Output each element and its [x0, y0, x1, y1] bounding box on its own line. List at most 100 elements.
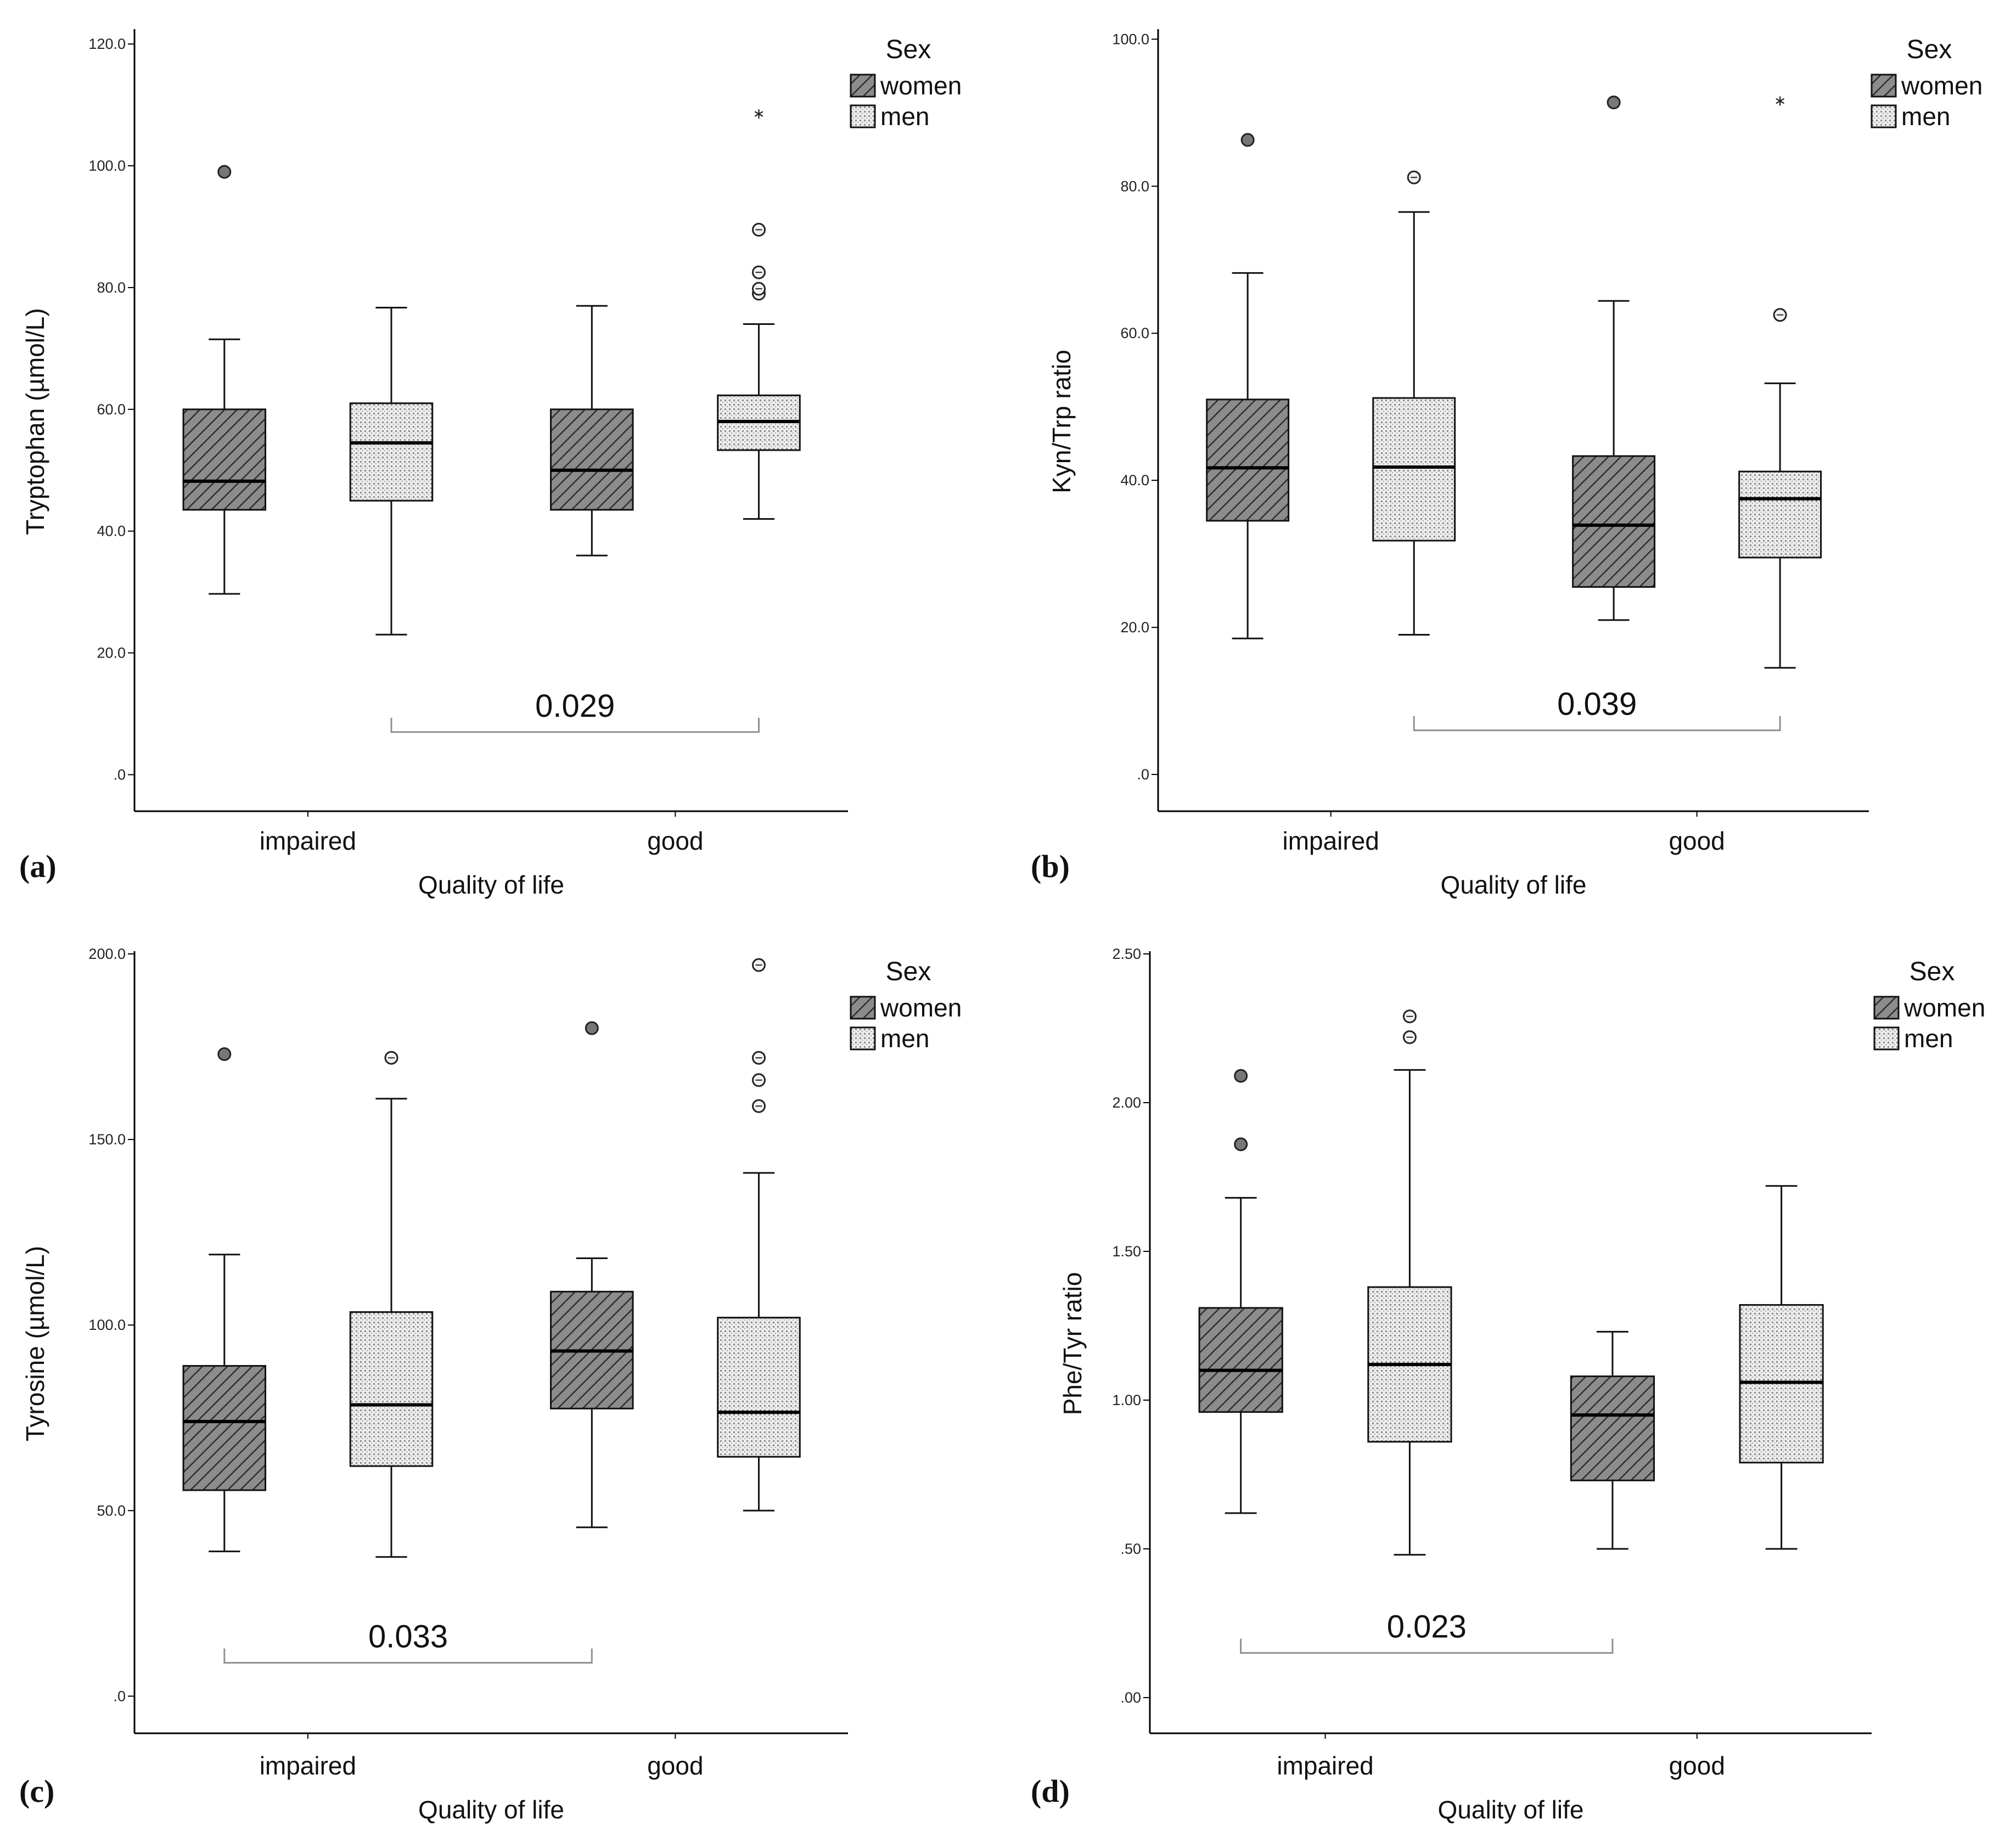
box-men-impaired [1367, 1009, 1452, 1556]
y-tick-label: 60.0 [97, 401, 126, 418]
y-tick-label: 2.50 [1112, 946, 1141, 962]
box-men-good: ∗ [1738, 93, 1822, 669]
legend-label-men: men [880, 1024, 929, 1053]
y-tick-label: 20.0 [97, 645, 126, 661]
legend-title: Sex [886, 35, 931, 64]
iqr-box [349, 1311, 434, 1467]
legend-title: Sex [1907, 35, 1952, 64]
iqr-box [550, 408, 634, 511]
legend-label-men: men [880, 102, 929, 131]
box-men-impaired [349, 1051, 434, 1558]
x-tick-label-good: good [647, 827, 703, 855]
x-tick-label-impaired: impaired [260, 1751, 356, 1780]
outlier-point [585, 1021, 599, 1035]
y-tick-label: 1.00 [1112, 1392, 1141, 1408]
box-women-good [1572, 96, 1656, 621]
iqr-box [1570, 1375, 1655, 1481]
p-value-label: 0.023 [1387, 1609, 1467, 1645]
legend-label-men: men [1904, 1024, 1953, 1053]
box-women-impaired [1206, 133, 1290, 639]
box-women-good [550, 305, 634, 557]
legend-label-women: women [880, 993, 962, 1022]
x-axis-title: Quality of life [1438, 1795, 1584, 1824]
iqr-box [182, 408, 267, 511]
iqr-box [1198, 1307, 1283, 1413]
y-tick-label: 60.0 [1120, 325, 1149, 341]
outlier-point [217, 165, 232, 179]
y-tick-label: .0 [113, 1688, 126, 1704]
y-axis-title: Tyrosine (µmol/L) [21, 1246, 49, 1441]
y-tick-label: 40.0 [1120, 472, 1149, 488]
y-tick-label: 150.0 [88, 1131, 126, 1148]
p-value-label: 0.033 [368, 1619, 448, 1655]
box-women-good [1570, 1330, 1655, 1550]
x-axis-title: Quality of life [1441, 870, 1587, 899]
x-tick-label-good: good [1669, 1751, 1725, 1780]
legend-swatch-women [850, 996, 876, 1020]
chart-panel-4: .00 .50 1.00 1.50 2.00 2.50 impaired good Qualit… [1031, 946, 1985, 1824]
y-axis-title: Tryptophan (µmol/L) [21, 308, 49, 535]
legend-swatch-men [1871, 104, 1897, 128]
p-value-label: 0.039 [1557, 687, 1637, 722]
significance-bracket [223, 1648, 593, 1664]
box-men-impaired [1372, 170, 1456, 636]
y-tick-label: .0 [113, 766, 126, 783]
chart-panel-2: .0 20.0 40.0 60.0 80.0 100.0 impaired good Quali… [1031, 29, 1982, 899]
panel-label: (d) [1031, 1773, 1070, 1809]
panel-label: (a) [19, 849, 57, 884]
extreme-point: ∗ [1774, 93, 1787, 109]
legend-title: Sex [1909, 957, 1955, 986]
iqr-box [1572, 455, 1656, 588]
box-women-impaired [1198, 1069, 1283, 1514]
x-tick-label-impaired: impaired [260, 827, 356, 855]
y-tick-label: .00 [1120, 1689, 1141, 1706]
panel-label: (c) [19, 1773, 54, 1809]
p-value-label: 0.029 [535, 688, 615, 724]
extreme-point: ∗ [752, 105, 765, 122]
y-tick-label: 2.00 [1112, 1094, 1141, 1111]
box-women-impaired [182, 1047, 267, 1553]
outlier-point [217, 1047, 232, 1061]
significance-bracket [1413, 716, 1781, 732]
box-women-impaired [182, 165, 267, 595]
x-tick-label-impaired: impaired [1282, 827, 1379, 855]
legend-title: Sex [886, 957, 931, 986]
legend-swatch-women [1871, 74, 1897, 98]
x-tick-label-impaired: impaired [1277, 1751, 1373, 1780]
outlier-point [1240, 133, 1255, 147]
outlier-point [1234, 1069, 1248, 1083]
chart-panel-3: .0 50.0 100.0 150.0 200.0 impaired good Quality… [19, 946, 962, 1824]
legend-swatch-men [850, 104, 876, 128]
y-tick-label: 100.0 [88, 1317, 126, 1333]
y-tick-label: 200.0 [88, 946, 126, 962]
legend-label-women: women [1903, 993, 1985, 1022]
iqr-box [349, 402, 434, 502]
x-tick-label-good: good [1669, 827, 1725, 855]
iqr-box [1206, 398, 1290, 522]
x-axis-title: Quality of life [418, 1795, 564, 1824]
outlier-point [1607, 96, 1621, 110]
y-axis-title: Phe/Tyr ratio [1058, 1272, 1087, 1416]
significance-bracket [1240, 1638, 1614, 1654]
y-tick-label: 80.0 [97, 279, 126, 296]
y-tick-label: .0 [1137, 766, 1149, 783]
y-tick-label: 100.0 [1112, 31, 1149, 47]
iqr-box [1738, 470, 1822, 559]
y-tick-label: 100.0 [88, 158, 126, 174]
box-women-good [550, 1021, 634, 1529]
box-men-good: ∗ [717, 105, 801, 520]
significance-bracket [390, 717, 760, 733]
outlier-point [1234, 1137, 1248, 1152]
iqr-box [1372, 397, 1456, 542]
panel-label: (b) [1031, 849, 1070, 884]
iqr-box [717, 1317, 801, 1458]
y-tick-label: 80.0 [1120, 178, 1149, 194]
y-tick-label: 40.0 [97, 523, 126, 540]
legend-label-women: women [880, 71, 962, 100]
y-tick-label: 120.0 [88, 36, 126, 52]
